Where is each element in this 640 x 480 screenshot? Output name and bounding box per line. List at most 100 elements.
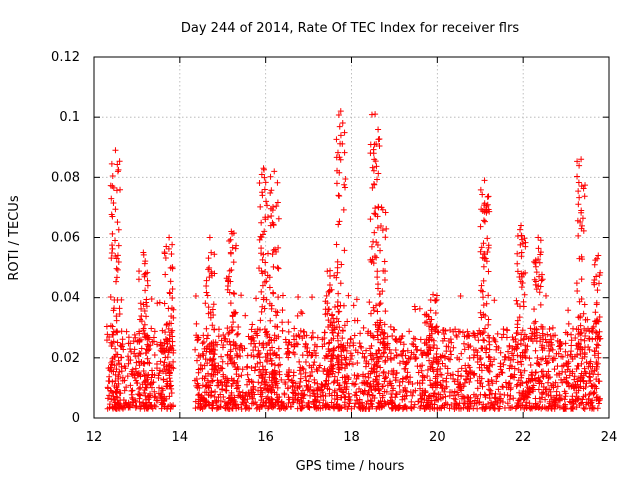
data-point	[479, 404, 486, 411]
data-point	[285, 348, 292, 355]
data-point	[485, 316, 492, 323]
data-point	[285, 384, 292, 391]
data-point	[136, 338, 143, 345]
data-point	[593, 385, 600, 392]
data-point	[507, 384, 514, 391]
data-point	[480, 240, 487, 247]
data-point	[448, 389, 455, 396]
data-point	[535, 245, 542, 252]
data-point	[349, 352, 356, 359]
data-point	[428, 360, 435, 367]
data-point	[161, 249, 168, 256]
data-point	[592, 309, 599, 316]
data-point	[578, 209, 585, 216]
data-point	[212, 388, 219, 395]
data-point	[261, 174, 268, 181]
data-point	[393, 370, 400, 377]
data-point	[408, 403, 415, 410]
data-point	[259, 231, 266, 238]
data-point	[478, 244, 485, 251]
data-point	[314, 380, 321, 387]
data-point	[449, 371, 456, 378]
data-point	[382, 374, 389, 381]
data-point	[108, 361, 115, 368]
data-point	[376, 390, 383, 397]
data-point	[207, 356, 214, 363]
data-point	[363, 400, 370, 407]
data-point	[542, 336, 549, 343]
data-point	[302, 340, 309, 347]
data-point	[388, 356, 395, 363]
data-point	[248, 400, 255, 407]
data-point	[211, 393, 218, 400]
data-point	[357, 343, 364, 350]
data-point	[356, 396, 363, 403]
data-point	[353, 296, 360, 303]
data-point	[463, 333, 470, 340]
data-point	[222, 382, 229, 389]
data-point	[349, 361, 356, 368]
y-tick-label: 0.12	[51, 50, 80, 65]
data-point	[479, 383, 486, 390]
data-point	[514, 268, 521, 275]
data-point	[115, 242, 122, 249]
data-point	[334, 303, 341, 310]
data-point	[517, 379, 524, 386]
data-point	[492, 338, 499, 345]
data-point	[376, 372, 383, 379]
data-point	[545, 353, 552, 360]
y-tick-label: 0	[72, 411, 80, 426]
data-point	[455, 328, 462, 335]
data-point	[517, 278, 524, 285]
data-point	[577, 322, 584, 329]
data-point	[324, 268, 331, 275]
data-point	[357, 388, 364, 395]
data-point	[485, 400, 492, 407]
data-point	[368, 398, 375, 405]
data-point	[325, 340, 332, 347]
data-point	[115, 405, 122, 412]
data-point	[274, 309, 281, 316]
data-point	[538, 271, 545, 278]
data-point	[594, 393, 601, 400]
data-point	[507, 362, 514, 369]
data-point	[258, 379, 265, 386]
data-point	[467, 343, 474, 350]
data-point	[374, 242, 381, 249]
data-point	[307, 392, 314, 399]
data-point	[302, 358, 309, 365]
data-point	[382, 373, 389, 380]
data-point	[571, 385, 578, 392]
data-point	[552, 379, 559, 386]
data-point	[593, 341, 600, 348]
data-point	[127, 382, 134, 389]
data-point	[195, 392, 202, 399]
data-point	[551, 405, 558, 412]
data-point	[524, 384, 531, 391]
data-point	[235, 373, 242, 380]
data-point	[579, 215, 586, 222]
data-point	[215, 362, 222, 369]
data-point	[202, 300, 209, 307]
data-point	[454, 354, 461, 361]
data-point	[303, 382, 310, 389]
data-point	[448, 401, 455, 408]
data-point	[310, 401, 317, 408]
data-point	[537, 249, 544, 256]
data-point	[479, 191, 486, 198]
data-point	[291, 351, 298, 358]
data-point	[111, 383, 118, 390]
data-point	[358, 344, 365, 351]
data-point	[262, 366, 269, 373]
data-point	[256, 326, 263, 333]
data-point	[231, 394, 238, 401]
data-point	[256, 366, 263, 373]
data-point	[297, 327, 304, 334]
data-point	[424, 367, 431, 374]
data-point	[346, 400, 353, 407]
data-point	[233, 366, 240, 373]
data-point	[233, 385, 240, 392]
data-point	[264, 382, 271, 389]
data-point	[330, 315, 337, 322]
data-point	[443, 378, 450, 385]
